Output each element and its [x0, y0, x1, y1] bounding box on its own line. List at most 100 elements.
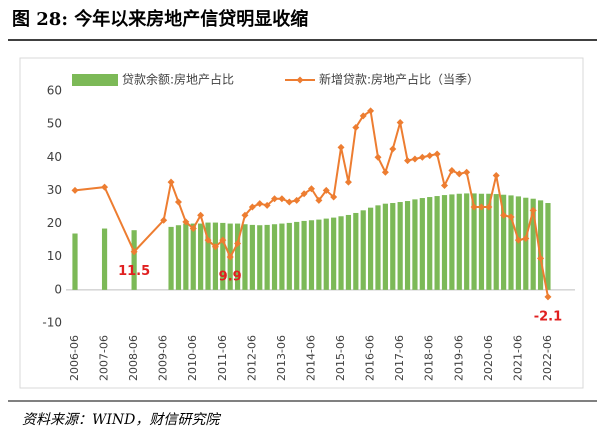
bar — [175, 225, 182, 290]
line-marker — [529, 206, 537, 214]
bar — [168, 226, 174, 290]
bar — [323, 218, 329, 290]
line-marker — [219, 236, 227, 244]
line-marker — [293, 196, 301, 204]
line-marker — [71, 186, 79, 194]
bar — [390, 203, 396, 290]
line-marker — [300, 190, 308, 198]
bar — [382, 203, 388, 290]
line-marker — [463, 168, 471, 176]
x-tick-label: 2013-06 — [275, 335, 288, 381]
bar — [183, 223, 189, 290]
line-marker — [507, 213, 515, 221]
x-tick-label: 2017-06 — [393, 335, 406, 381]
bar — [419, 198, 425, 290]
line-marker — [514, 236, 522, 244]
line-marker — [367, 107, 375, 115]
data-label: 9.9 — [219, 270, 242, 285]
line-marker — [477, 203, 485, 211]
y-tick-label: 10 — [47, 249, 62, 263]
bar — [294, 221, 300, 290]
line-marker — [433, 150, 441, 158]
line-marker — [285, 198, 293, 206]
line-marker — [174, 198, 182, 206]
bar — [434, 196, 440, 290]
bar — [530, 198, 536, 290]
line-marker — [160, 216, 168, 224]
x-tick-label: 2012-06 — [245, 335, 258, 381]
line-marker — [500, 211, 508, 219]
bar — [508, 195, 514, 290]
line-marker — [522, 234, 530, 242]
bar — [478, 193, 485, 290]
line-marker — [315, 196, 323, 204]
line-marker — [211, 243, 219, 251]
legend-swatch — [72, 74, 118, 86]
line-marker — [256, 200, 264, 208]
line-marker — [381, 168, 389, 176]
x-tick-label: 2011-06 — [216, 335, 229, 381]
line-marker — [130, 248, 138, 256]
chart-title: 图 28: 今年以来房地产信贷明显收缩 — [12, 8, 308, 30]
line-marker — [189, 225, 197, 233]
line-marker — [418, 153, 426, 161]
y-tick-label: 30 — [47, 183, 62, 197]
data-label: -2.1 — [534, 309, 562, 324]
line-marker — [234, 239, 242, 247]
bar — [537, 200, 544, 290]
bar — [72, 233, 78, 290]
x-tick-label: 2008-06 — [127, 335, 140, 381]
bar — [360, 210, 366, 290]
x-tick-label: 2009-06 — [157, 335, 170, 381]
line-marker — [374, 153, 382, 161]
line-marker — [101, 183, 109, 191]
bar — [397, 202, 403, 290]
bar — [301, 220, 307, 290]
bar — [271, 224, 278, 290]
line-marker — [167, 178, 175, 186]
bar — [375, 205, 381, 290]
line-marker — [448, 167, 456, 175]
bar — [471, 193, 477, 290]
line-marker — [278, 195, 286, 203]
bar — [523, 197, 529, 290]
bar — [198, 223, 204, 290]
x-tick-label: 2006-06 — [68, 335, 81, 381]
bar — [456, 193, 462, 290]
line-marker — [337, 143, 345, 151]
bar — [493, 194, 499, 290]
line-marker — [492, 172, 500, 180]
bar — [257, 225, 263, 290]
line-marker — [389, 145, 397, 153]
y-tick-label: 40 — [47, 150, 62, 164]
x-tick-label: 2015-06 — [334, 335, 347, 381]
line-marker — [396, 118, 404, 126]
bar — [279, 223, 285, 290]
x-tick-label: 2021-06 — [511, 335, 524, 381]
bar — [338, 216, 344, 290]
bar — [131, 230, 137, 290]
data-label: 11.5 — [118, 264, 150, 279]
line-marker — [404, 157, 412, 165]
bar — [331, 217, 337, 290]
line-marker — [241, 211, 249, 219]
bar — [501, 194, 507, 290]
line-marker — [226, 253, 234, 261]
x-tick-label: 2020-06 — [482, 335, 495, 381]
bar — [242, 224, 248, 290]
y-tick-label: 50 — [47, 117, 62, 131]
bar — [220, 222, 226, 290]
bar — [353, 212, 359, 290]
line-marker — [537, 254, 545, 262]
x-tick-label: 2019-06 — [452, 335, 465, 381]
y-tick-label: 20 — [47, 216, 62, 230]
line-marker — [441, 181, 448, 189]
bar — [286, 222, 292, 290]
plot-frame — [19, 57, 584, 389]
line-marker — [248, 203, 256, 211]
bar — [205, 222, 211, 290]
bar — [101, 228, 108, 290]
bar — [404, 201, 411, 290]
line-marker — [204, 236, 212, 244]
x-tick-label: 2018-06 — [423, 335, 436, 381]
